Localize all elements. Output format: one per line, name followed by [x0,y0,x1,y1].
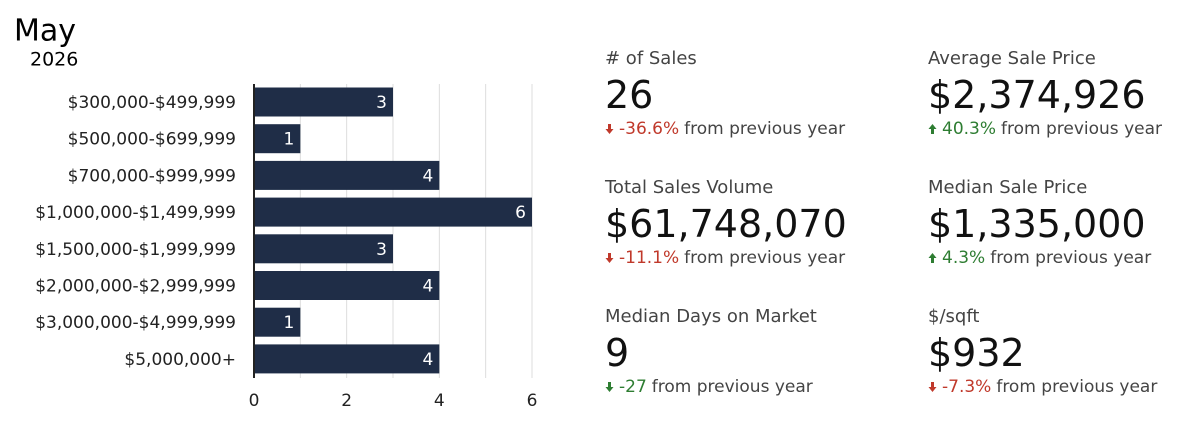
stat-note: from previous year [990,248,1152,268]
stat: Average Sale Price $2,374,926 40.3% from pr… [928,48,1204,139]
y-tick-label: $500,000-$699,999 [68,130,236,150]
stat-note: from previous year [1001,119,1162,139]
x-tick-label: 4 [434,391,445,411]
y-tick-label: $3,000,000-$4,999,999 [35,313,236,333]
trend-arrow-shape [605,124,614,134]
stat: # of Sales 26 -36.6% from previous year [605,48,905,139]
bar-value-label: 6 [515,203,526,223]
trend-arrow-shape [928,253,937,263]
stat-label: # of Sales [605,48,697,69]
stat-label: Average Sale Price [928,48,1096,69]
stat-label: $/sqft [928,306,980,327]
stat-label: Total Sales Volume [605,177,774,198]
stat-change: -36.6% [619,119,680,139]
stat-note: from previous year [684,119,846,139]
bar-value-label: 4 [423,350,434,370]
stat-change: -7.3% [942,377,992,397]
stat-change: -11.1% [619,248,680,268]
y-tick-label: $1,000,000-$1,499,999 [35,203,236,223]
y-tick-label: $1,500,000-$1,999,999 [35,240,236,260]
trend-arrow-shape [928,124,937,134]
y-tick-label: $300,000-$499,999 [68,93,236,113]
bar [254,307,301,337]
bar-value-label: 1 [284,313,295,333]
y-tick-label: $700,000-$999,999 [68,166,236,186]
stat-change-row: -11.1% from previous year [605,248,905,268]
stat-change: 40.3% [942,119,997,139]
bar [254,344,440,374]
stat-note: from previous year [684,248,846,268]
stat: Median Days on Market 9 -27 from previous y… [605,306,905,397]
trend-arrow [928,124,937,134]
trend-arrow [605,253,614,263]
y-tick-label: $2,000,000-$2,999,999 [35,277,236,297]
stat-change-row: -7.3% from previous year [928,377,1204,397]
stat-value: $61,748,070 [605,202,847,246]
bar-value-label: 4 [423,166,434,186]
stat-value: 9 [605,331,630,375]
stat: Median Sale Price $1,335,000 4.3% from prev… [928,177,1204,268]
trend-arrow [928,382,937,392]
stat-note: from previous year [996,377,1158,397]
stat-value: 26 [605,73,654,117]
trend-arrow-shape [928,382,937,392]
trend-arrow [928,253,937,263]
stat-change-row: 4.3% from previous year [928,248,1204,268]
bar [254,160,440,190]
x-tick-label: 2 [341,391,352,411]
bar [254,87,393,117]
stat-change-row: -27 from previous year [605,377,905,397]
trend-arrow-shape [605,253,614,263]
stat: $/sqft $932 -7.3% from previous year [928,306,1204,397]
trend-arrow [605,124,614,134]
bar-value-label: 3 [376,240,387,260]
stat-note: from previous year [651,377,813,397]
x-tick-label: 6 [527,391,538,411]
stat-change: -27 [619,377,647,397]
stat-change-row: -36.6% from previous year [605,119,905,139]
trend-arrow-shape [605,382,614,392]
bar [254,234,393,264]
x-tick-label: 0 [249,391,260,411]
stat-label: Median Days on Market [605,306,817,327]
stat-value: $2,374,926 [928,73,1146,117]
bar-value-label: 4 [423,277,434,297]
bar-value-label: 3 [376,93,387,113]
stat-change: 4.3% [942,248,986,268]
trend-arrow [605,382,614,392]
stat-change-row: 40.3% from previous year [928,119,1204,139]
y-tick-label: $5,000,000+ [124,350,236,370]
bar [254,197,532,227]
chart-subtitle: 2026 [30,49,78,71]
bar [254,124,301,154]
chart: May 2026 0 2 4 6 $300,000-$499,999 3 $500,000-… [14,14,538,412]
stat: Total Sales Volume $61,748,070 -11.1% from … [605,177,905,268]
chart-title: May [14,14,76,49]
bar [254,271,440,300]
stat-label: Median Sale Price [928,177,1088,198]
stat-value: $932 [928,331,1025,375]
stat-value: $1,335,000 [928,202,1146,246]
bar-value-label: 1 [284,130,295,150]
